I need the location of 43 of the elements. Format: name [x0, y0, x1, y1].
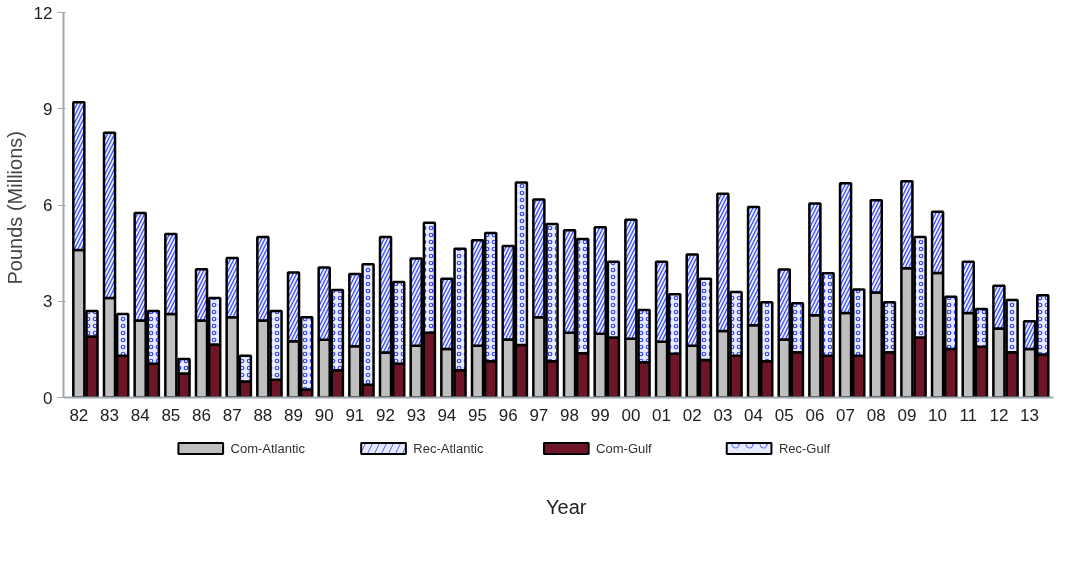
x-tick-label: 98: [560, 405, 580, 425]
x-tick-label: 89: [284, 405, 303, 425]
x-tick-label: 10: [928, 405, 948, 425]
x-tick-label: 82: [69, 405, 89, 425]
x-tick-label: 88: [253, 405, 273, 425]
y-tick-label: 0: [43, 388, 53, 408]
x-tick-label: 91: [345, 405, 365, 425]
x-tick-label: 86: [192, 405, 211, 425]
y-tick-label: 6: [43, 196, 53, 215]
x-tick-label: 95: [468, 405, 487, 425]
legend-label: Rec-Atlantic: [413, 441, 484, 456]
x-tick-label: 97: [529, 405, 549, 425]
x-tick-label: 05: [774, 405, 794, 425]
y-axis-title: Pounds (Millions): [3, 131, 26, 285]
x-axis-title: Year: [546, 495, 587, 518]
x-tick-label: 07: [836, 405, 856, 425]
legend-label: Rec-Gulf: [778, 441, 831, 456]
x-tick-label: 02: [682, 405, 702, 425]
x-tick-label: 01: [652, 405, 672, 425]
x-tick-label: 06: [805, 405, 825, 425]
x-tick-label: 93: [406, 405, 426, 425]
legend-label: Com-Atlantic: [230, 441, 306, 456]
x-tick-label: 94: [437, 405, 457, 425]
x-tick-label: 12: [989, 405, 1009, 425]
x-tick-label: 03: [713, 405, 733, 425]
x-tick-label: 04: [744, 405, 764, 425]
x-tick-label: 00: [621, 405, 641, 425]
x-tick-label: 90: [314, 405, 334, 425]
x-tick-label: 08: [866, 405, 886, 425]
y-tick-label: 3: [43, 292, 53, 312]
x-tick-label: 92: [376, 405, 395, 425]
x-tick-label: 96: [498, 405, 518, 425]
y-tick-label: 9: [43, 99, 53, 119]
x-tick-label: 13: [1020, 405, 1040, 425]
y-tick-label: 12: [33, 3, 53, 23]
x-tick-label: 84: [130, 405, 150, 425]
x-tick-label: 87: [222, 405, 242, 425]
x-tick-label: 99: [590, 405, 610, 425]
x-tick-label: 11: [959, 405, 978, 425]
x-tick-label: 09: [897, 405, 917, 425]
legend-label: Com-Gulf: [596, 441, 653, 456]
x-tick-label: 83: [100, 405, 119, 425]
x-tick-label: 85: [161, 405, 181, 425]
